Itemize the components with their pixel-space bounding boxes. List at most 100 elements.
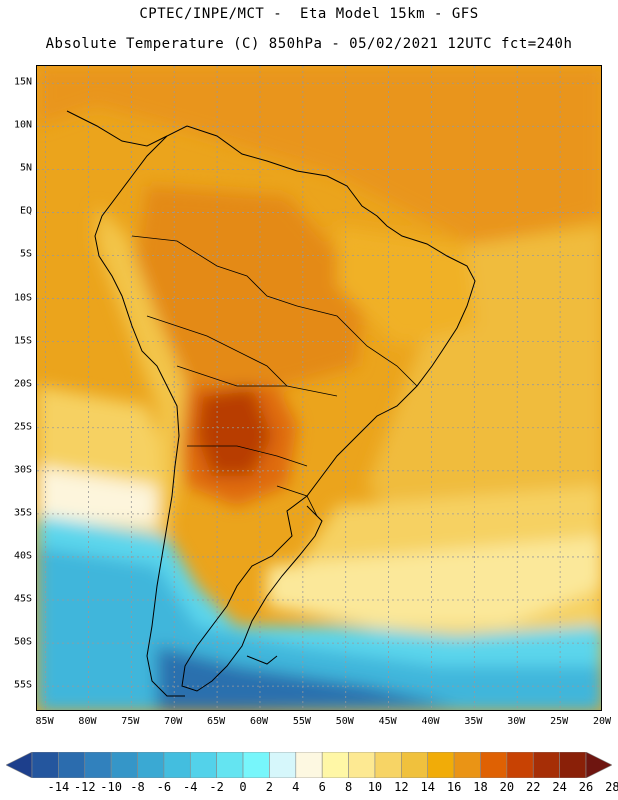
colorbar-tick-label: 14 (420, 780, 435, 794)
colorbar-tick-label: -8 (130, 780, 145, 794)
colorbar-tick-label: -10 (100, 780, 122, 794)
colorbar-tick-label: 18 (473, 780, 488, 794)
lon-label: 70W (164, 716, 183, 727)
colorbar-box (559, 752, 587, 778)
lat-label: 35S (13, 507, 32, 519)
colorbar-box (189, 752, 217, 778)
colorbar-box (31, 752, 59, 778)
field-warm-interior (127, 186, 367, 386)
lat-label: 40S (13, 550, 32, 562)
lon-label: 25W (550, 716, 569, 727)
coastlines (66, 110, 476, 697)
colorbar-box (532, 752, 560, 778)
colorbar-tick-label: 8 (344, 780, 353, 794)
coast-pacific (94, 125, 188, 697)
colorbar-box (84, 752, 112, 778)
field-ne-brazil (337, 226, 477, 346)
colorbar-box (506, 752, 534, 778)
colorbar-box (453, 752, 481, 778)
colorbar-tick-label: -12 (73, 780, 96, 794)
title-line-2: Absolute Temperature (C) 850hPa - 05/02/… (45, 36, 573, 52)
lon-label: 35W (464, 716, 483, 727)
colorbar-tick-label: 22 (526, 780, 541, 794)
border-argentina-paraguay (187, 445, 308, 467)
colorbar-tick-label: -14 (47, 780, 70, 794)
colorbar-box (269, 752, 297, 778)
colorbar-box (374, 752, 402, 778)
lat-label: 50S (13, 636, 32, 648)
field-pale-band (267, 536, 601, 626)
colorbar-box (295, 752, 323, 778)
colorbar-tick-label: 16 (446, 780, 462, 794)
colorbar-box (348, 752, 376, 778)
field-pacific-cream (37, 466, 157, 526)
lon-label: 55W (292, 716, 311, 727)
colorbar-box (137, 752, 165, 778)
temperature-map (36, 65, 602, 711)
colorbar-tick-label: 20 (499, 780, 515, 794)
colorbar-box (163, 752, 191, 778)
lat-label: 10S (13, 292, 32, 304)
field-andes (97, 206, 187, 536)
colorbar-max-arrow (585, 752, 612, 778)
colorbar-tick-label: 0 (239, 780, 247, 794)
colorbar-box (401, 752, 429, 778)
lat-label: 25S (13, 421, 32, 433)
colorbar-tick-label: 2 (265, 780, 274, 794)
title-line-1: CPTEC/INPE/MCT - Eta Model 15km - GFS (139, 6, 479, 22)
colorbar-tick-label: 28 (605, 780, 618, 794)
lat-label: 5S (19, 248, 32, 260)
field-north-ocean (37, 66, 601, 246)
falklands (246, 655, 278, 665)
colorbar-tick-label: 12 (394, 780, 409, 794)
colorbar-tick-label: 6 (318, 780, 326, 794)
lon-label: 85W (35, 716, 54, 727)
colorbar-box (480, 752, 508, 778)
colorbar-tick-label: 10 (367, 780, 383, 794)
lon-label: 30W (507, 716, 526, 727)
colorbar-box (216, 752, 244, 778)
lon-label: 60W (249, 716, 268, 727)
border-brazil-states (296, 305, 418, 387)
field-coldest (157, 646, 457, 710)
lon-label: 50W (335, 716, 354, 727)
map-svg (37, 66, 601, 710)
colorbar-tick-label: -2 (209, 780, 224, 794)
graticule (37, 66, 601, 710)
colorbar-tick-label: -6 (156, 780, 172, 794)
colorbar-min-arrow (6, 752, 33, 778)
lon-label: 65W (207, 716, 226, 727)
lon-label: 80W (78, 716, 97, 727)
lat-label: 30S (13, 464, 32, 476)
lat-label: 15N (13, 76, 32, 88)
colorbar-tick-label: 26 (578, 780, 594, 794)
lat-label: 10N (13, 119, 32, 131)
lat-label: 20S (13, 378, 32, 390)
colorbar-box (321, 752, 349, 778)
colorbar-box (110, 752, 138, 778)
colorbar-tick-label: 4 (292, 780, 300, 794)
lon-label: 75W (121, 716, 140, 727)
lat-label: 5N (19, 162, 32, 174)
lon-label: 40W (421, 716, 440, 727)
colorbar-box (242, 752, 270, 778)
borders (131, 235, 418, 517)
coast-central-america (66, 110, 168, 147)
lat-label: 55S (13, 679, 32, 691)
lon-label: 45W (378, 716, 397, 727)
lat-label: 15S (13, 335, 32, 347)
border-bolivia-brazil (176, 365, 338, 397)
colorbar-tick-label: -4 (183, 780, 198, 794)
border-peru-bolivia (146, 315, 288, 387)
lat-label: EQ (19, 205, 32, 217)
lat-label: 45S (13, 593, 32, 605)
colorbar-tick-label: 24 (552, 780, 567, 794)
colorbar (6, 752, 612, 778)
border-uruguay (276, 485, 318, 517)
border-north (131, 235, 298, 307)
colorbar-box (58, 752, 86, 778)
lon-label: 20W (592, 716, 612, 727)
field-hotter (197, 386, 272, 476)
colorbar-box (427, 752, 455, 778)
coast-atlantic (181, 125, 476, 692)
